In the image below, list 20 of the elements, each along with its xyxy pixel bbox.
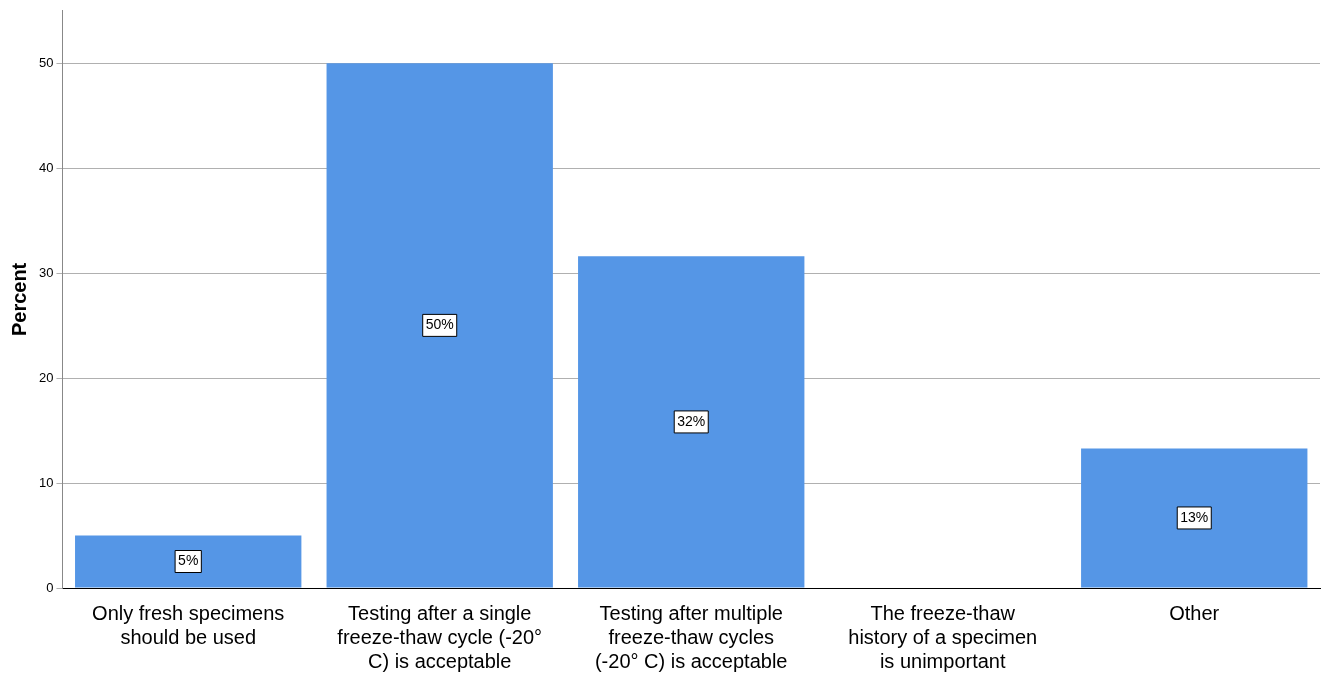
bar <box>1081 448 1308 588</box>
data-label: 32% <box>677 412 706 429</box>
y-tick-label: 0 <box>46 579 54 595</box>
data-label: 13% <box>1180 508 1209 525</box>
data-label: 50% <box>425 316 454 333</box>
y-axis-title: Percent <box>7 262 30 337</box>
bar <box>75 535 302 588</box>
y-tick-label: 20 <box>38 369 54 385</box>
bar <box>578 256 805 588</box>
y-tick-label: 50 <box>38 54 54 70</box>
y-tick-label: 10 <box>38 474 54 490</box>
data-label: 5% <box>178 552 199 569</box>
x-tick-label: The freeze-thaw history of a specimen is unimportant <box>848 601 1038 672</box>
y-tick-label: 30 <box>38 264 54 280</box>
bar <box>326 63 553 588</box>
x-tick-label: Other <box>1169 601 1220 624</box>
y-tick-label: 40 <box>38 159 54 175</box>
x-tick-label: Testing after a single freeze-thaw cycle (-20° C) is acceptable <box>337 601 543 672</box>
x-tick-label: Only fresh specimens should be used <box>92 601 285 648</box>
x-tick-label: Testing after multiple freeze-thaw cycles (-20° C) is acceptable <box>594 601 788 672</box>
